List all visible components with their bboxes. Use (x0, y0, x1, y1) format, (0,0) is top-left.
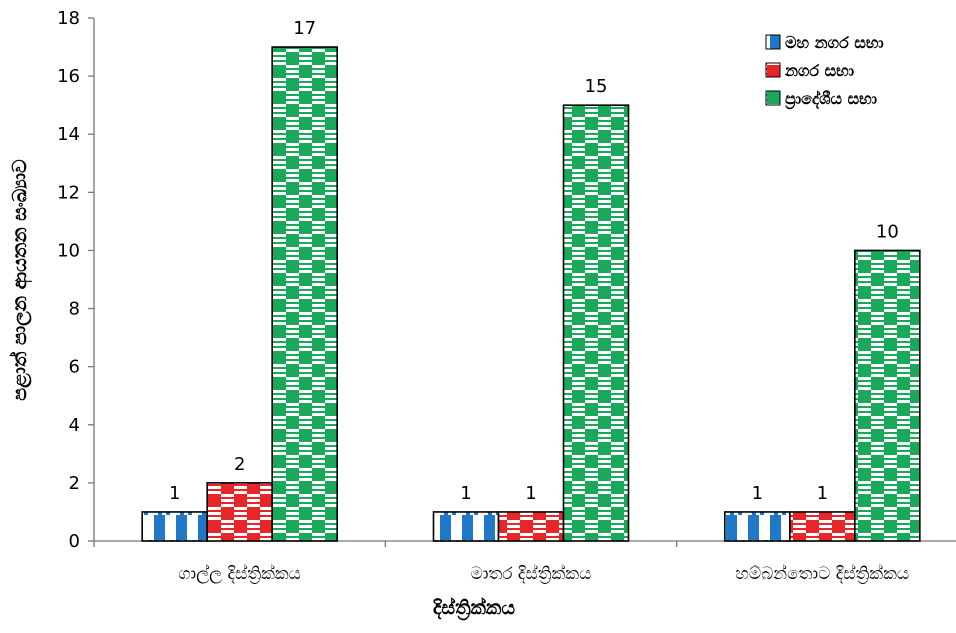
y-tick-label: 0 (69, 531, 80, 552)
bar-2-1 (789, 511, 856, 542)
data-label: 17 (293, 18, 316, 39)
y-tick-label: 12 (57, 182, 80, 203)
legend-label: නගර සභා (784, 61, 854, 80)
y-tick-label: 8 (69, 299, 80, 320)
data-label: 1 (525, 483, 536, 504)
bar-1-1 (497, 511, 565, 542)
data-label: 1 (817, 483, 828, 504)
y-tick-label: 16 (57, 66, 80, 87)
y-axis-title: පළාත් පාලන ආයතන සංඛ්‍යාව (9, 159, 33, 401)
bar-1-0 (432, 511, 500, 542)
legend-swatch-0 (765, 34, 781, 50)
legend-swatch-1 (765, 62, 781, 78)
y-tick-label: 18 (57, 8, 80, 29)
data-label: 1 (169, 483, 180, 504)
data-label: 1 (752, 483, 763, 504)
x-axis-title: දිස්ත්‍රික්කය (433, 597, 516, 621)
y-tick-label: 6 (69, 357, 80, 378)
bar-1-2 (562, 104, 630, 542)
category-label: ගාල්ල දිස්ත්‍රික්කය (178, 564, 301, 584)
bar-0-2 (271, 46, 338, 542)
data-label: 15 (585, 76, 608, 97)
data-label: 10 (876, 221, 899, 242)
category-label: හම්බන්තොට දිස්ත්‍රික්කය (736, 564, 910, 584)
legend-swatch-2 (765, 90, 781, 106)
legend-label: ප්‍රාදේශීය සභා (785, 89, 877, 110)
data-label: 1 (460, 483, 471, 504)
bar-0-0 (141, 511, 208, 542)
y-tick-label: 4 (69, 415, 80, 436)
bar-0-1 (206, 482, 273, 542)
legend-label: මහ නගර සභා (785, 33, 884, 52)
legend: මහ නගර සභා නගර සභා ප්‍රාදේශීය සභා (765, 33, 884, 110)
y-tick-label: 14 (57, 124, 80, 145)
category-label: මාතර දිස්ත්‍රික්කය (471, 564, 592, 584)
bar-2-2 (854, 249, 921, 542)
data-label: 2 (234, 454, 245, 475)
bar-2-0 (724, 511, 791, 542)
y-tick-label: 10 (57, 240, 80, 261)
y-tick-label: 2 (69, 473, 80, 494)
